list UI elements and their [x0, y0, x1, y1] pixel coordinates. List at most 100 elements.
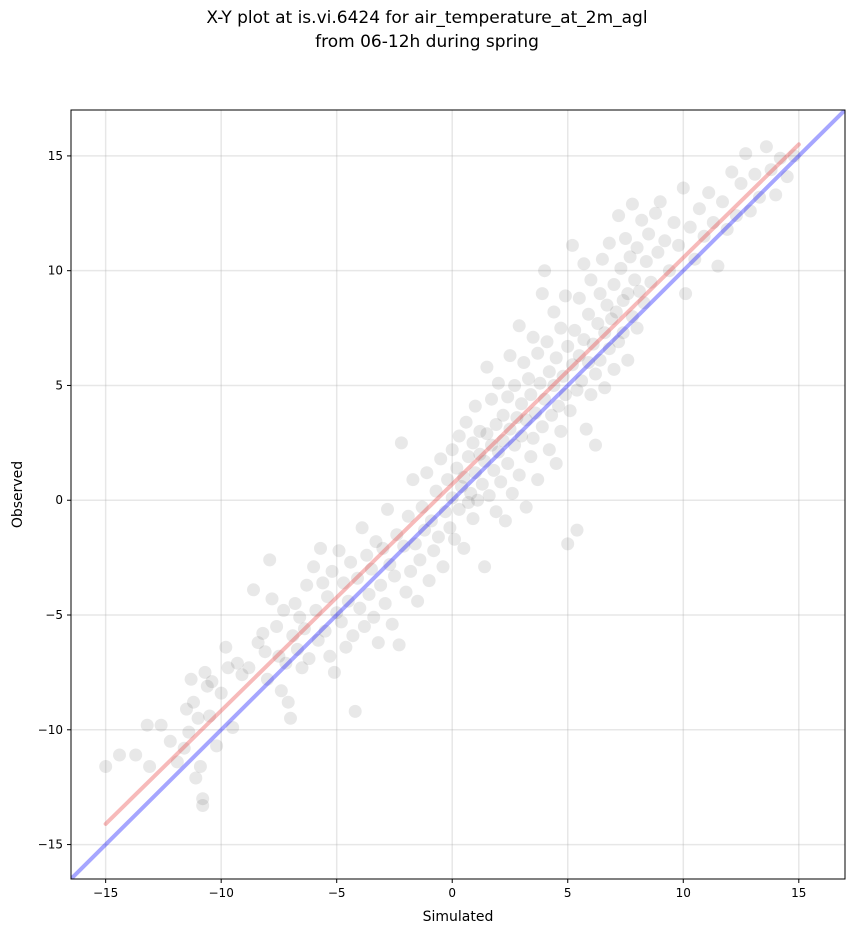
data-point-239	[632, 284, 646, 298]
data-point-26	[226, 721, 240, 734]
data-point-195	[565, 238, 579, 252]
data-point-252	[676, 181, 690, 195]
data-point-266	[739, 147, 753, 161]
data-point-47	[293, 610, 307, 624]
data-point-227	[614, 261, 628, 275]
data-point-254	[683, 220, 697, 234]
data-point-119	[457, 541, 471, 555]
data-point-101	[420, 466, 434, 480]
data-point-115	[450, 461, 464, 475]
data-point-268	[748, 167, 762, 181]
data-point-105	[429, 484, 443, 498]
data-point-144	[491, 376, 505, 390]
data-point-235	[625, 197, 639, 211]
data-point-153	[505, 486, 519, 500]
data-point-198	[570, 523, 584, 537]
data-point-3	[140, 718, 154, 732]
data-point-143	[491, 445, 505, 459]
data-point-226	[612, 335, 626, 349]
data-point-187	[554, 424, 568, 438]
data-point-238	[630, 241, 644, 255]
data-point-73	[355, 521, 369, 535]
data-point-100	[418, 523, 431, 537]
data-point-41	[279, 656, 293, 670]
data-point-33	[258, 645, 272, 659]
data-point-0	[99, 760, 113, 773]
data-point-228	[616, 294, 630, 307]
y-tick-label-5: 10	[48, 264, 63, 278]
data-point-79	[369, 535, 383, 549]
data-point-87	[388, 569, 401, 583]
data-point-168	[526, 431, 540, 445]
data-point-99	[415, 500, 429, 514]
data-point-261	[716, 195, 729, 209]
data-point-138	[485, 438, 498, 452]
data-point-202	[577, 257, 591, 271]
data-point-28	[235, 668, 249, 682]
data-point-255	[688, 252, 702, 266]
data-point-67	[341, 594, 355, 608]
grid-lines	[71, 110, 845, 879]
data-point-177	[540, 335, 554, 349]
data-point-103	[424, 514, 438, 528]
data-point-183	[549, 457, 563, 470]
data-point-171	[531, 473, 545, 487]
data-point-57	[318, 624, 332, 638]
data-point-132	[475, 477, 489, 491]
data-point-225	[612, 209, 626, 223]
data-point-9	[180, 702, 193, 716]
data-point-208	[584, 273, 598, 287]
data-point-15	[193, 760, 207, 773]
data-point-170	[531, 346, 545, 360]
data-point-243	[642, 227, 656, 241]
data-point-97	[411, 594, 425, 608]
y-tick-label-1: −10	[38, 723, 63, 737]
x-tick-label-3: 0	[448, 886, 456, 900]
data-point-173	[535, 287, 549, 301]
data-point-193	[563, 404, 577, 418]
data-point-112	[445, 443, 459, 457]
data-point-245	[649, 206, 662, 220]
data-point-71	[351, 571, 364, 585]
data-point-240	[635, 213, 649, 227]
data-point-163	[519, 413, 533, 427]
data-point-135	[480, 360, 494, 374]
data-point-24	[219, 640, 233, 654]
data-point-1	[113, 748, 126, 762]
data-point-230	[619, 232, 632, 245]
data-point-146	[496, 408, 510, 422]
data-point-45	[288, 597, 302, 610]
data-point-248	[658, 234, 672, 248]
data-point-82	[376, 541, 390, 555]
data-point-22	[210, 739, 224, 753]
data-point-6	[163, 734, 177, 748]
data-point-64	[334, 615, 348, 629]
chart-title-line-1: X-Y plot at is.vi.6424 for air_temperatu…	[206, 8, 648, 28]
data-point-199	[572, 349, 586, 363]
data-point-204	[579, 422, 593, 436]
data-point-62	[330, 606, 344, 620]
data-point-60	[325, 564, 339, 578]
data-point-31	[251, 636, 265, 650]
data-point-19	[200, 679, 214, 693]
data-point-154	[508, 438, 522, 452]
data-point-152	[503, 349, 517, 363]
data-point-29	[242, 661, 256, 675]
data-point-209	[586, 337, 600, 351]
data-point-91	[397, 539, 411, 553]
data-point-205	[582, 356, 595, 369]
data-point-117	[452, 429, 466, 443]
chart-title-line-2: from 06-12h during spring	[315, 32, 539, 52]
data-point-8	[177, 741, 191, 755]
data-point-165	[524, 450, 538, 464]
data-point-86	[385, 617, 399, 631]
data-point-120	[457, 470, 471, 484]
data-point-267	[743, 204, 757, 218]
data-point-224	[609, 305, 623, 319]
data-point-148	[498, 514, 512, 528]
data-point-203	[577, 333, 591, 347]
data-point-229	[616, 326, 630, 340]
data-point-185	[552, 399, 565, 413]
data-point-180	[545, 408, 559, 422]
data-point-162	[519, 500, 533, 514]
